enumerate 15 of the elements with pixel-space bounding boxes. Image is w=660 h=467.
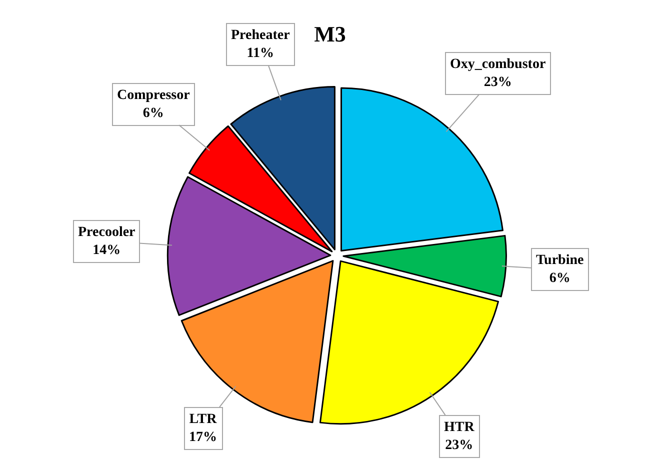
slice-label: HTR: [444, 420, 476, 435]
data-label: 23%: [484, 75, 512, 90]
slice-label: Turbine: [536, 253, 584, 268]
slice-label: Precooler: [78, 225, 136, 240]
data-label: 14%: [92, 243, 121, 258]
slice-label: Compressor: [117, 88, 190, 103]
data-label: 6%: [549, 271, 570, 286]
slice-label: Oxy_combustor: [450, 57, 546, 72]
slice-label: LTR: [189, 412, 218, 427]
data-label: 11%: [246, 46, 274, 62]
data-label: 17%: [189, 430, 217, 446]
slice-label: Preheater: [231, 28, 290, 43]
data-label: 6%: [142, 106, 164, 122]
data-label: 23%: [445, 438, 474, 454]
chart-title: M3: [314, 22, 346, 47]
